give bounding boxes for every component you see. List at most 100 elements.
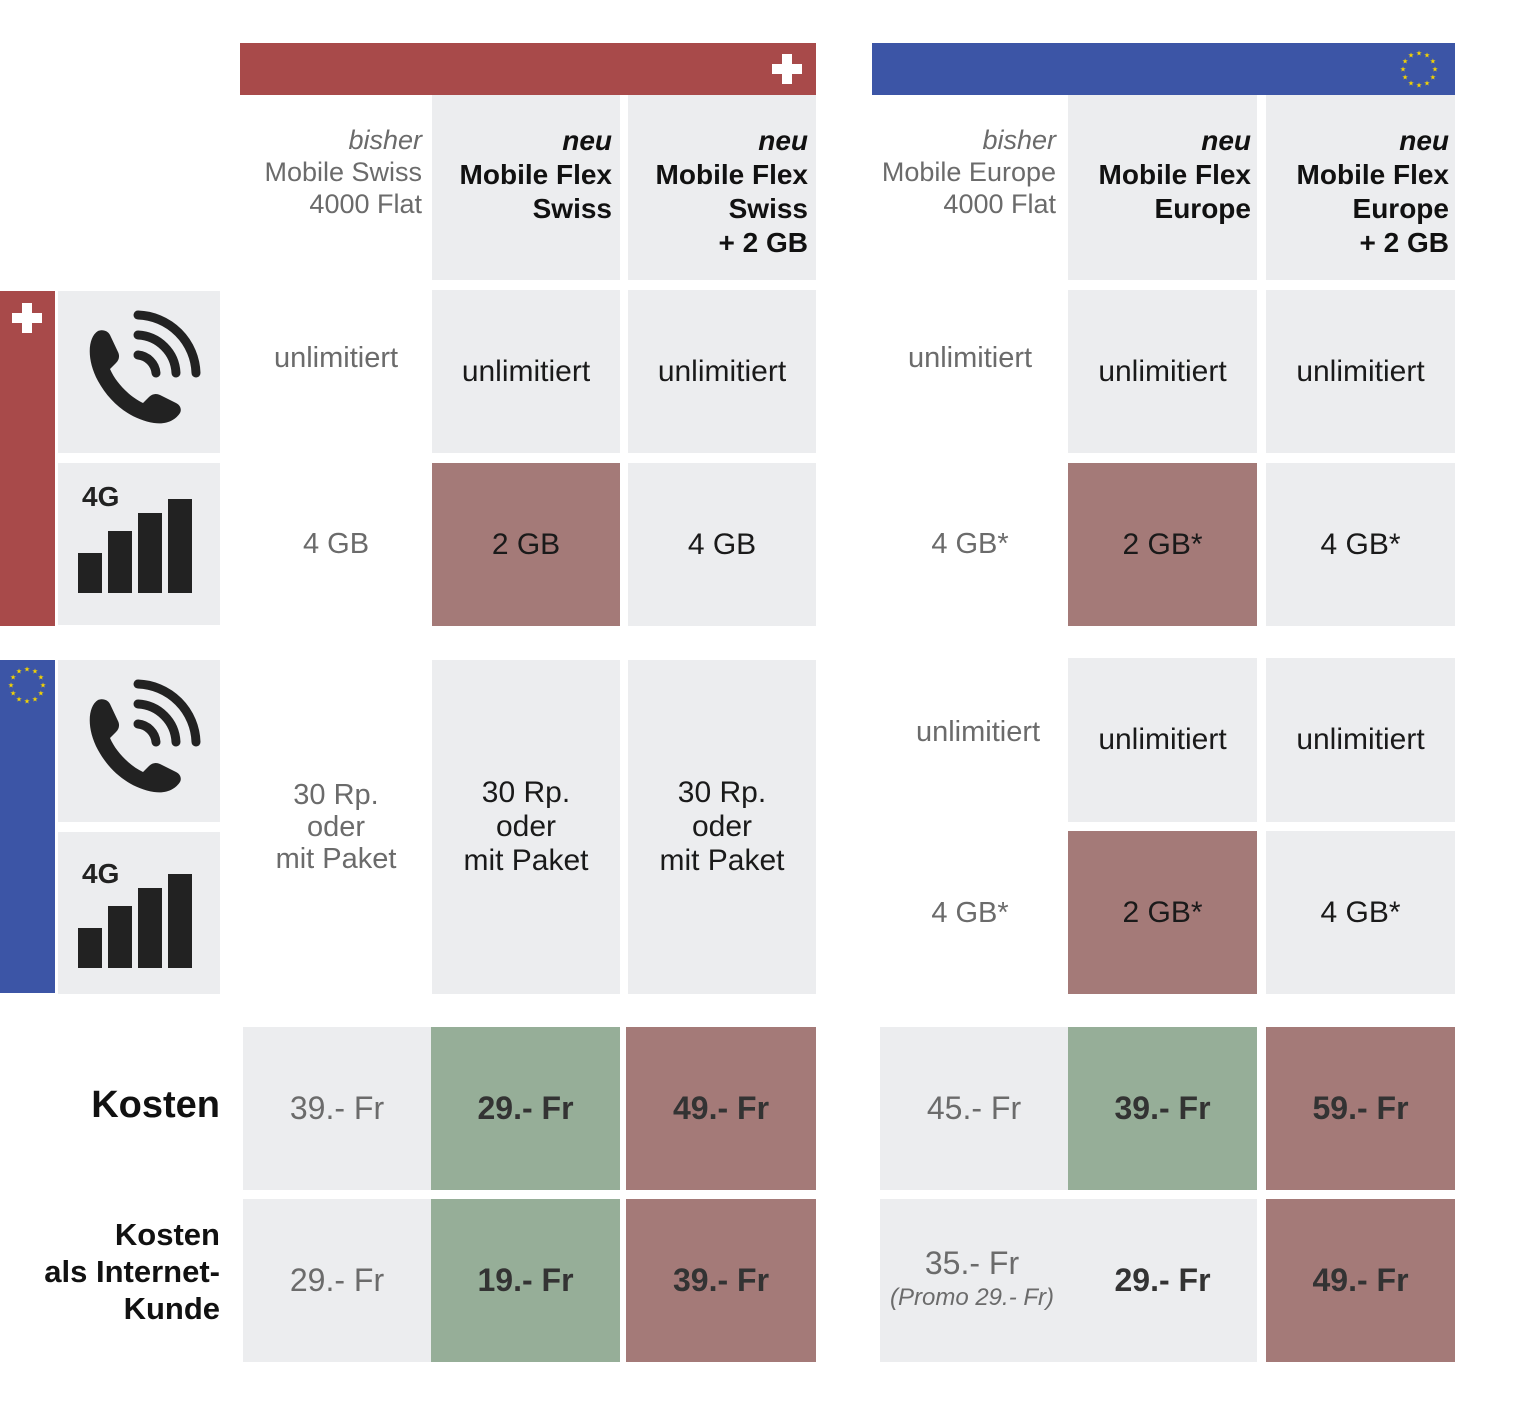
swiss-cross-icon [772, 54, 802, 84]
eu-star: ★ [8, 682, 14, 690]
eu-col-new2-header: neu Mobile Flex Europe + 2 GB [1266, 124, 1449, 260]
signal-bars-icon [78, 499, 192, 593]
swiss-new2-ch-calls: unlimitiert [628, 290, 816, 453]
eu-side-strip: ★ ★ ★ ★ ★ ★ ★ ★ ★ ★ ★ ★ [0, 660, 55, 993]
eu-old-kosten: 45.- Fr [880, 1027, 1068, 1190]
eu-old-ch-data: 4 GB* [931, 527, 1009, 560]
col-tag: bisher [982, 125, 1056, 155]
roaming-line: mit Paket [463, 844, 589, 877]
phone-icon [89, 679, 201, 793]
swiss-new2-ch-data: 4 GB [628, 463, 816, 626]
phone-icon [89, 310, 201, 424]
swiss-col-new2-header-bg [628, 95, 816, 280]
plan-name: Mobile Flex [1296, 159, 1449, 190]
eu-new1-ch-calls: unlimitiert [1068, 290, 1257, 453]
swiss-old-kosten-internet: 29.- Fr [243, 1199, 431, 1362]
eu-star: ★ [1430, 74, 1436, 82]
col-tag: neu [562, 125, 612, 156]
ch-calls-icon-tile [58, 291, 220, 453]
swiss-old-kosten: 39.- Fr [243, 1027, 431, 1190]
eu-star: ★ [1424, 52, 1430, 60]
label-line: Kunde [123, 1291, 220, 1326]
label-line: als Internet- [44, 1254, 220, 1289]
col-tag: neu [758, 125, 808, 156]
swiss-col-new2-header: neu Mobile Flex Swiss + 2 GB [628, 124, 808, 260]
eu-new2-kosten: 59.- Fr [1266, 1027, 1455, 1190]
kosten-label: Kosten [91, 1084, 220, 1126]
eu-col-new2-header-bg [1266, 95, 1455, 280]
eu-header-bar: ★ ★ ★ ★ ★ ★ ★ ★ ★ ★ ★ ★ [872, 43, 1455, 95]
swiss-old-eu-roaming: 30 Rp. oder mit Paket [240, 660, 432, 994]
roaming-line: 30 Rp. [481, 776, 571, 809]
swiss-new2-kosten: 49.- Fr [626, 1027, 816, 1190]
eu-star: ★ [1402, 74, 1408, 82]
plan-name: Mobile Swiss [264, 157, 422, 187]
plan-name: 4000 Flat [309, 189, 422, 219]
eu-star: ★ [16, 668, 22, 676]
plan-name: + 2 GB [1359, 227, 1449, 258]
eu-star: ★ [24, 698, 30, 706]
eu-old-kosten-internet: 35.- Fr (Promo 29.- Fr) [872, 1199, 1072, 1362]
plan-name: + 2 GB [718, 227, 808, 258]
eu-new2-ch-calls: unlimitiert [1266, 290, 1455, 453]
swiss-new1-eu-roaming: 30 Rp. oder mit Paket [432, 660, 620, 994]
eu-new2-ch-data: 4 GB* [1266, 463, 1455, 626]
eu-stars-icon: ★★★★★★★★★ ★ ★★ [1400, 50, 1438, 90]
eu-new2-eu-data: 4 GB* [1266, 831, 1455, 994]
col-tag: neu [1201, 125, 1251, 156]
swiss-new1-ch-data: 2 GB [432, 463, 620, 626]
swiss-cross-icon [12, 303, 42, 333]
label-line: Kosten [114, 1217, 220, 1252]
swiss-col-new1-header: neu Mobile Flex Swiss [432, 124, 612, 226]
roaming-line: oder [306, 811, 366, 843]
eu-new1-ch-data: 2 GB* [1068, 463, 1257, 626]
eu-col-new1-header-bg [1068, 95, 1257, 280]
ch-data-icon-tile: 4G [58, 463, 220, 625]
price-value: 35.- Fr [924, 1245, 1020, 1281]
eu-star: ★ [16, 695, 22, 703]
eu-star: ★ [10, 690, 16, 698]
eu-old-ch-calls: unlimitiert [907, 341, 1033, 374]
eu-star: ★ [32, 668, 38, 676]
promo-note: (Promo 29.- Fr) [889, 1284, 1054, 1311]
roaming-line: 30 Rp. [293, 779, 379, 811]
eu-star: ★ [32, 695, 38, 703]
roaming-line: 30 Rp. [677, 776, 767, 809]
eu-star: ★ [40, 682, 46, 690]
eu-new1-kosten-internet: 29.- Fr [1114, 1262, 1211, 1298]
plan-name: Mobile Flex [459, 159, 612, 190]
eu-old-eu-data: 4 GB* [931, 896, 1009, 929]
eu-new1-kosten: 39.- Fr [1068, 1027, 1257, 1190]
eu-new1-eu-calls: unlimitiert [1068, 658, 1257, 822]
swiss-new2-eu-roaming: 30 Rp. oder mit Paket [628, 660, 816, 994]
eu-new1-eu-data: 2 GB* [1068, 831, 1257, 994]
swiss-old-ch-data: 4 GB [302, 527, 370, 560]
swiss-old-ch-calls: unlimitiert [273, 341, 399, 374]
eu-star: ★ [24, 666, 30, 674]
roaming-line: oder [495, 810, 557, 843]
network-label: 4G [82, 481, 120, 512]
eu-star: ★ [1424, 79, 1430, 87]
roaming-line: mit Paket [275, 843, 397, 875]
eu-old-new1-kosten-internet-bg [880, 1199, 1257, 1362]
eu-old-eu-calls: unlimitiert [915, 715, 1041, 748]
plan-name: Mobile Flex [655, 159, 808, 190]
kosten-internet-label: Kosten als Internet- Kunde [0, 1216, 220, 1327]
eu-star: ★ [1408, 79, 1414, 87]
plan-name: Mobile Flex [1098, 159, 1251, 190]
swiss-col-new1-header-bg [432, 95, 620, 280]
plan-name: Swiss [532, 193, 612, 224]
eu-star: ★ [1402, 58, 1408, 66]
swiss-new1-kosten: 29.- Fr [431, 1027, 620, 1190]
swiss-header-bar [240, 43, 816, 95]
eu-star: ★ [38, 674, 44, 682]
eu-star: ★ [1400, 66, 1406, 74]
swiss-new1-kosten-internet: 19.- Fr [431, 1199, 620, 1362]
roaming-line: oder [691, 810, 753, 843]
eu-star: ★ [38, 690, 44, 698]
eu-star: ★ [10, 674, 16, 682]
eu-calls-icon-tile [58, 660, 220, 822]
signal-bars-icon [78, 874, 192, 968]
eu-col-new1-header: neu Mobile Flex Europe [1068, 124, 1251, 226]
eu-star: ★ [1432, 66, 1438, 74]
